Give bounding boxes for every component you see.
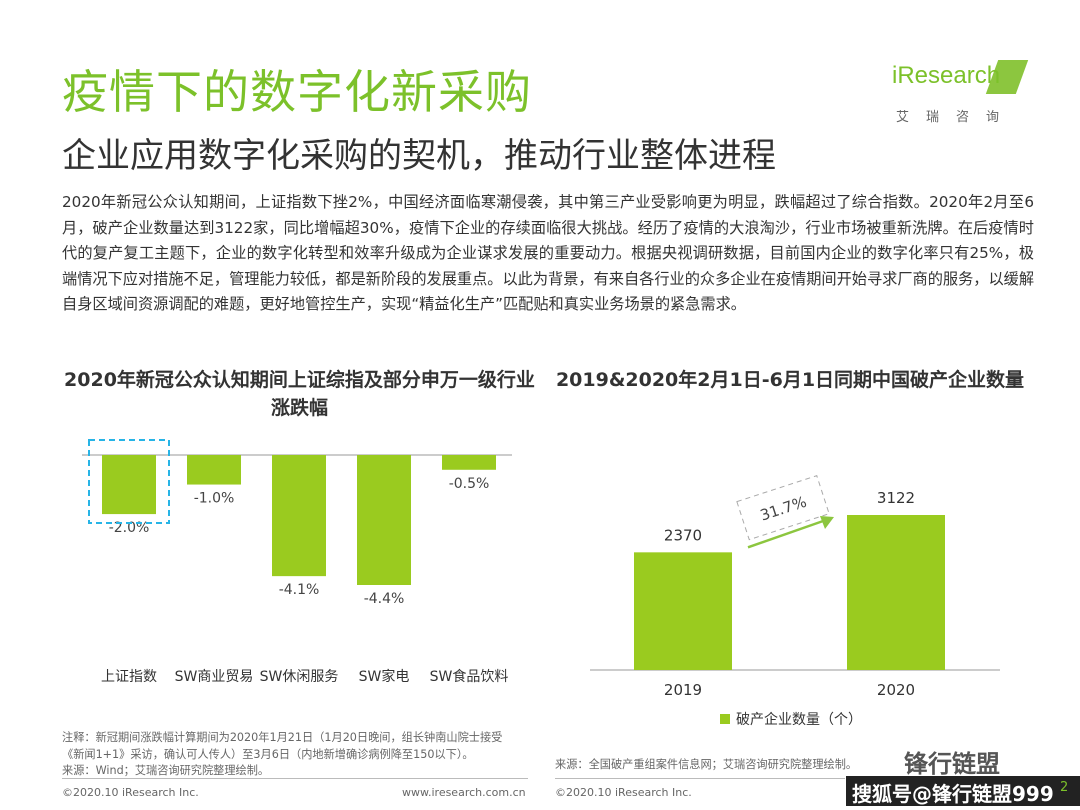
logo-cn-text: 艾瑞咨询 [896,110,1017,125]
growth-label: 31.7% [758,493,809,525]
note-line: 《新闻1+1》采访，确认可人传人）至3月6日（内地新增确诊病例降至150以下）。 [62,747,474,761]
data-label-3: -4.4% [364,591,405,607]
data-label-2: -4.1% [279,582,320,598]
note-line: 注释：新冠期间涨跌幅计算期间为2020年1月21日（1月20日晚间，组长钟南山院… [62,731,503,744]
legend-swatch [720,714,730,724]
bankruptcy-chart: 2370 2019 3122 2020 31.7% 破产企业数量（个） [590,475,1000,728]
category-label-4: SW食品饮料 [430,668,509,685]
logo-text: iResearch [892,62,1001,89]
watermark-brand: 锋行链盟 [904,750,1000,778]
category-label-1: SW商业贸易 [175,669,254,685]
bar-2 [272,455,326,577]
industry-change-chart: -2.0% 上证指数 -1.0% SW商业贸易 -4.1% SW休闲服务 -4.4% SW家电… [82,439,512,685]
left-chart-title: 2020年新冠公众认知期间上证综指及部分申万一级行业涨跌幅 [64,369,535,419]
category-label-0: 上证指数 [101,669,157,685]
footer-url[interactable]: www.iresearch.com.cn [402,786,526,799]
data-label-0: -2.0% [109,520,150,536]
category-label-3: SW家电 [359,668,410,685]
watermark-label: 搜狐号@锋行链盟999 [852,782,1054,806]
footer-divider-right [555,778,845,779]
note-line: 来源：Wind；艾瑞咨询研究院整理绘制。 [62,764,270,777]
data-label-4: -0.5% [449,476,490,492]
right-chart-source: 来源：全国破产重组案件信息网；艾瑞咨询研究院整理绘制。 [555,758,858,771]
footer-copyright-right: ©2020.10 iResearch Inc. [555,786,692,799]
category-label-0: 2019 [664,681,702,699]
bar-4 [442,455,496,470]
page-title: 疫情下的数字化新采购 [62,65,532,119]
page-number: 2 [1060,780,1069,795]
footer-divider-left [62,778,528,779]
footer-copyright-left: ©2020.10 iResearch Inc. [62,786,199,799]
bar-0 [102,455,156,515]
growth-label-group: 31.7% [736,475,830,541]
bar-1 [847,515,945,670]
iresearch-logo: iResearch 艾瑞咨询 [892,60,1042,125]
data-label-1: -1.0% [194,491,235,507]
page-subtitle: 企业应用数字化采购的契机，推动行业整体进程 [62,136,776,176]
right-chart-title: 2019&2020年2月1日-6月1日同期中国破产企业数量 [555,369,1025,391]
bar-3 [357,455,411,585]
watermark-strip [846,776,1080,806]
category-label-1: 2020 [877,681,915,699]
growth-arrow-line [747,518,827,549]
highlight-box [88,439,170,524]
left-chart-notes: 注释：新冠期间涨跌幅计算期间为2020年1月21日（1月20日晚间，组长钟南山院… [62,730,502,780]
data-label-1: 3122 [877,489,915,507]
data-label-0: 2370 [664,526,702,544]
legend-label: 破产企业数量（个） [736,711,862,728]
category-label-2: SW休闲服务 [260,669,339,685]
bar-0 [634,552,732,670]
growth-arrow-head [820,516,834,529]
bar-1 [187,455,241,485]
body-paragraph: 2020年新冠公众认知期间，上证指数下挫2%，中国经济面临寒潮侵袭，其中第三产业… [62,193,1034,313]
